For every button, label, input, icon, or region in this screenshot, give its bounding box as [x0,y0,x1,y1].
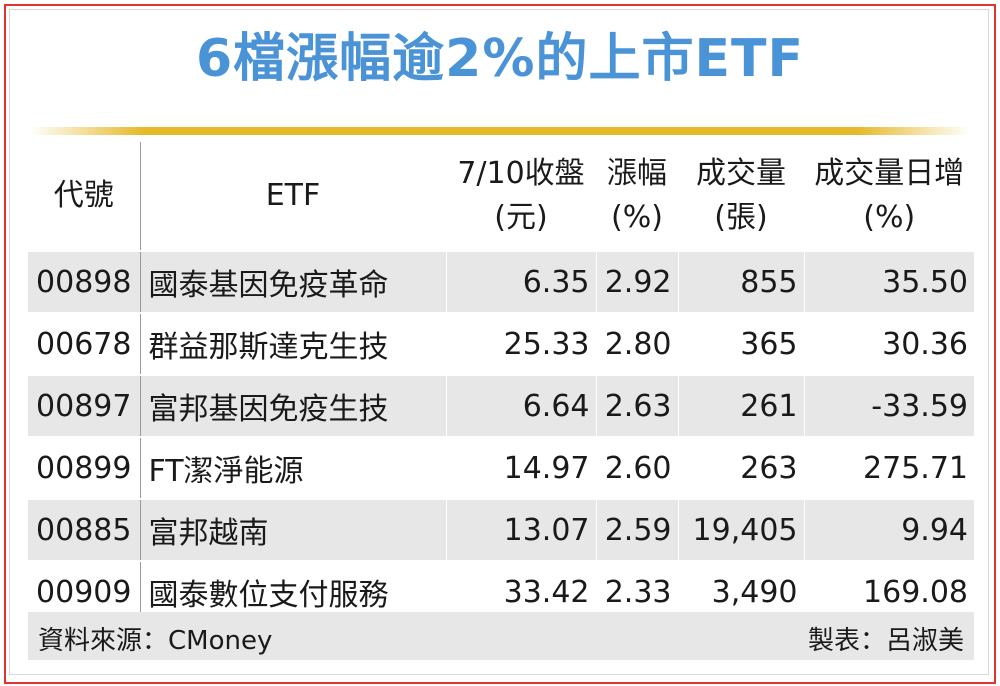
header-code-label: 代號 [53,178,114,213]
title-divider [30,127,970,135]
cell-name: 富邦越南 [140,498,446,561]
cell-code: 00909 [28,560,141,622]
cell-code: 00678 [28,312,141,375]
header-volume: 成交量 (張) [677,142,804,251]
cell-code: 00899 [28,436,141,499]
header-change: 漲幅 (%) [595,142,678,251]
cell-volume: 3,490 [677,560,804,622]
cell-volume-growth: 9.94 [803,498,974,561]
maker-credit: 製表：呂淑美 [807,626,964,656]
header-row: 代號 ETF 7/10收盤 (元) 漲幅 (%) 成交量 (張) 成交量日增 (… [28,142,974,251]
header-change-unit: (%) [611,200,663,235]
header-close-unit: (元) [494,200,548,235]
cell-code: 00885 [28,498,141,561]
table-row: 00899 FT潔淨能源 14.97 2.60 263 275.71 [28,436,974,499]
header-change-label: 漲幅 [607,156,667,191]
table-footer: 資料來源：CMoney 製表：呂淑美 [28,612,974,660]
header-volume-unit: (張) [714,200,768,235]
header-etf: ETF [140,142,446,251]
header-close-label: 7/10收盤 [457,156,585,191]
cell-close: 14.97 [445,436,596,499]
header-volume-growth-label: 成交量日增 [814,156,965,191]
table-row: 00909 國泰數位支付服務 33.42 2.33 3,490 169.08 [28,560,974,622]
cell-close: 33.42 [445,560,596,622]
etf-table: 代號 ETF 7/10收盤 (元) 漲幅 (%) 成交量 (張) 成交量日增 (… [28,142,974,622]
cell-name: 富邦基因免疫生技 [140,374,446,437]
cell-volume-growth: 275.71 [803,436,974,499]
cell-close: 13.07 [445,498,596,561]
cell-volume: 855 [677,250,804,313]
table-row: 00885 富邦越南 13.07 2.59 19,405 9.94 [28,498,974,561]
header-code: 代號 [28,142,141,251]
header-volume-growth-unit: (%) [863,200,916,235]
cell-close: 6.64 [445,374,596,437]
cell-volume: 263 [677,436,804,499]
cell-change: 2.80 [595,312,678,375]
cell-change: 2.33 [595,560,678,622]
cell-close: 25.33 [445,312,596,375]
table-row: 00678 群益那斯達克生技 25.33 2.80 365 30.36 [28,312,974,375]
table-row: 00898 國泰基因免疫革命 6.35 2.92 855 35.50 [28,250,974,313]
cell-volume: 19,405 [677,498,804,561]
cell-name: 群益那斯達克生技 [140,312,446,375]
cell-code: 00898 [28,250,141,313]
cell-volume-growth: 169.08 [803,560,974,622]
cell-name: 國泰基因免疫革命 [140,250,446,313]
inner-frame [9,9,989,675]
table-row: 00897 富邦基因免疫生技 6.64 2.63 261 -33.59 [28,374,974,437]
cell-name: FT潔淨能源 [140,436,446,499]
cell-volume: 365 [677,312,804,375]
header-volume-label: 成交量 [696,156,786,191]
source-note: 資料來源：CMoney [38,626,273,656]
cell-name: 國泰數位支付服務 [140,560,446,622]
cell-volume-growth: 30.36 [803,312,974,375]
cell-volume-growth: -33.59 [803,374,974,437]
header-volume-growth: 成交量日增 (%) [803,142,974,251]
cell-volume-growth: 35.50 [803,250,974,313]
header-close: 7/10收盤 (元) [445,142,596,251]
outer-frame [4,4,996,684]
chart-title: 6檔漲幅逾2%的上市ETF [196,29,804,89]
cell-code: 00897 [28,374,141,437]
cell-volume: 261 [677,374,804,437]
cell-close: 6.35 [445,250,596,313]
cell-change: 2.60 [595,436,678,499]
cell-change: 2.92 [595,250,678,313]
cell-change: 2.59 [595,498,678,561]
cell-change: 2.63 [595,374,678,437]
header-etf-label: ETF [265,178,321,213]
